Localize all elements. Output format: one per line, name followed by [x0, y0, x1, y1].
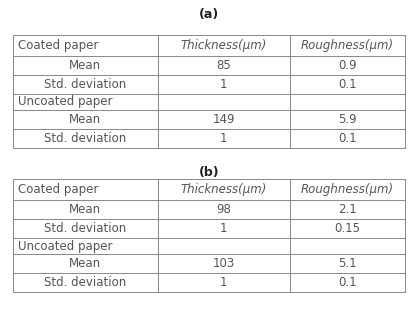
Text: 1: 1: [220, 222, 227, 235]
Text: 0.1: 0.1: [338, 276, 357, 289]
Text: 85: 85: [217, 59, 231, 72]
Text: 0.1: 0.1: [338, 132, 357, 145]
Text: Roughness(μm): Roughness(μm): [301, 183, 394, 196]
Text: 1: 1: [220, 276, 227, 289]
Text: 2.1: 2.1: [338, 203, 357, 216]
Text: 1: 1: [220, 78, 227, 91]
Text: (a): (a): [199, 8, 219, 21]
Text: Std. deviation: Std. deviation: [44, 222, 126, 235]
Text: 0.9: 0.9: [338, 59, 357, 72]
Text: Mean: Mean: [69, 257, 101, 270]
Text: Coated paper: Coated paper: [18, 39, 98, 52]
Text: Coated paper: Coated paper: [18, 183, 98, 196]
Text: 0.1: 0.1: [338, 78, 357, 91]
Text: Std. deviation: Std. deviation: [44, 78, 126, 91]
Text: 1: 1: [220, 132, 227, 145]
Text: Mean: Mean: [69, 203, 101, 216]
Text: 98: 98: [216, 203, 231, 216]
Text: Mean: Mean: [69, 113, 101, 126]
Text: Thickness(μm): Thickness(μm): [181, 39, 267, 52]
Text: Thickness(μm): Thickness(μm): [181, 183, 267, 196]
Text: 0.15: 0.15: [334, 222, 360, 235]
Text: 149: 149: [212, 113, 235, 126]
Text: Uncoated paper: Uncoated paper: [18, 95, 112, 109]
Text: 5.1: 5.1: [338, 257, 357, 270]
Text: 103: 103: [213, 257, 235, 270]
Text: Std. deviation: Std. deviation: [44, 276, 126, 289]
Text: Std. deviation: Std. deviation: [44, 132, 126, 145]
Text: (b): (b): [199, 166, 219, 179]
Text: Uncoated paper: Uncoated paper: [18, 240, 112, 253]
Text: Roughness(μm): Roughness(μm): [301, 39, 394, 52]
Text: Mean: Mean: [69, 59, 101, 72]
Text: 5.9: 5.9: [338, 113, 357, 126]
